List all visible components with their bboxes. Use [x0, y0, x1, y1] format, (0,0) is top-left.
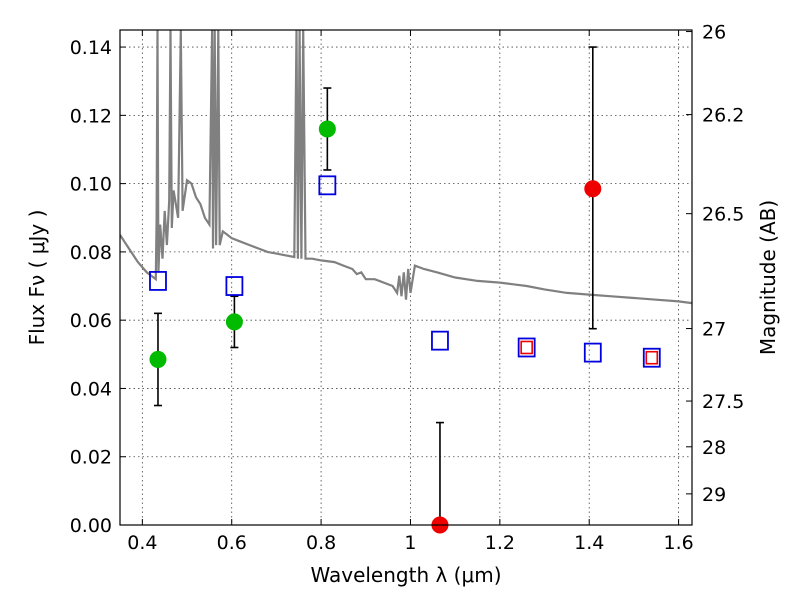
- model-flux-square: [225, 276, 244, 296]
- y-tick-label: 0.10: [70, 174, 112, 196]
- x-tick-label: 1.6: [663, 532, 693, 554]
- right-axis-label: Magnitude (AB): [756, 200, 780, 355]
- y-tick-label: 0.00: [70, 515, 112, 537]
- model-flux-square: [583, 342, 602, 363]
- right-tick-label: 26.2: [702, 105, 744, 127]
- right-tick-label: 28: [702, 437, 726, 459]
- y-tick-label: 0.04: [70, 378, 112, 400]
- x-tick-label: 1.2: [485, 532, 515, 554]
- x-tick-label: 0.6: [217, 532, 247, 554]
- right-tick-label: 27.5: [702, 391, 744, 413]
- model-flux-square-inner: [520, 340, 533, 355]
- right-tick-label: 27: [702, 319, 726, 341]
- y-tick-label: 0.06: [70, 310, 112, 332]
- y-tick-label: 0.14: [70, 37, 112, 59]
- observed-flux-point: [225, 313, 243, 331]
- model-spectrum-line: [120, 30, 692, 305]
- y-tick-label: 0.12: [70, 105, 112, 127]
- right-tick-label: 29: [702, 484, 726, 506]
- model-flux-square: [431, 330, 449, 351]
- x-tick-label: 1: [404, 532, 416, 554]
- x-tick-label: 0.4: [127, 532, 157, 554]
- observed-flux-point: [318, 120, 336, 138]
- y-tick-label: 0.02: [70, 447, 112, 469]
- model-flux-square-inner: [645, 350, 659, 365]
- model-flux-square: [642, 347, 661, 368]
- observed-flux-point: [584, 180, 602, 198]
- right-tick-label: 26: [702, 22, 726, 44]
- model-flux-square: [318, 175, 337, 196]
- right-tick-label: 26.5: [702, 204, 744, 226]
- x-axis-label: Wavelength λ (μm): [310, 563, 501, 587]
- x-tick-label: 1.4: [574, 532, 604, 554]
- x-tick-label: 0.8: [306, 532, 336, 554]
- observed-flux-point: [149, 350, 167, 368]
- model-flux-square: [149, 271, 167, 291]
- model-flux-square: [517, 337, 536, 358]
- data-points-layer: [149, 120, 661, 534]
- y-axis-label: Flux Fν ( μJy ): [25, 210, 49, 346]
- plot-frame: [119, 29, 693, 526]
- axis-ticks: 0.4 0.6 0.8 1 1.2 1.4 1.6 0.00 0.02 0.04 0.06 0.08 0…: [70, 22, 745, 554]
- model-spectrum-layer: [120, 30, 692, 305]
- y-tick-label: 0.08: [70, 242, 112, 264]
- grid-lines: [120, 30, 692, 526]
